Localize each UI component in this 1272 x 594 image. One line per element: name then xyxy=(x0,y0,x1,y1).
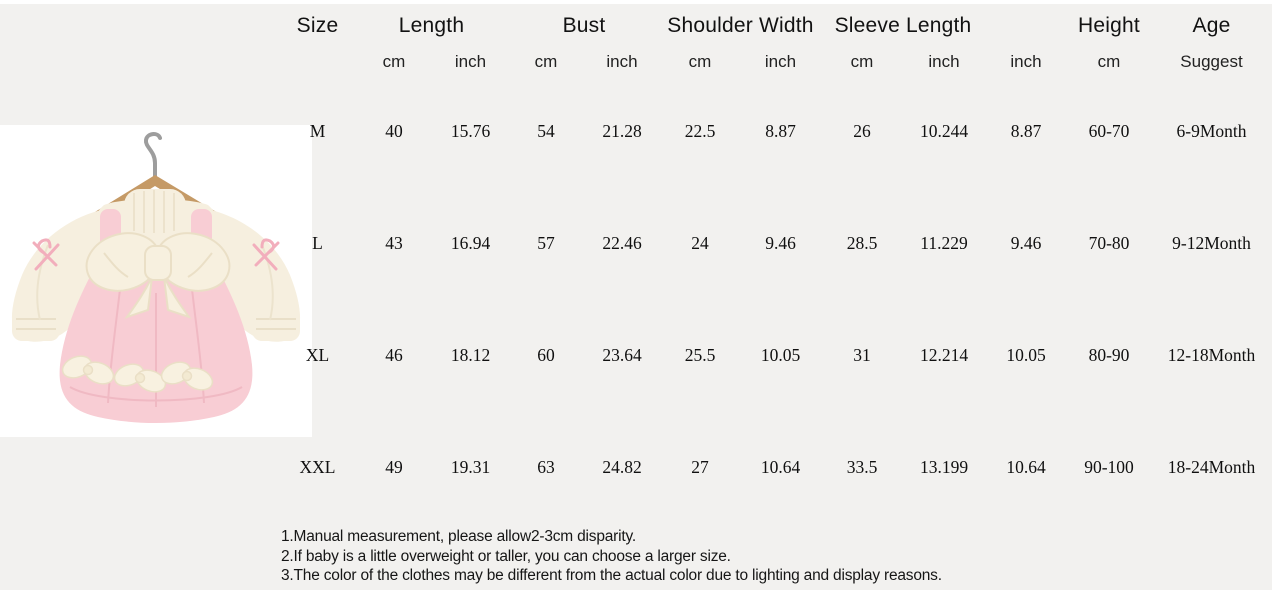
col-header-shoulder-width: Shoulder Width xyxy=(667,14,814,37)
unit-cell xyxy=(280,48,355,76)
col-header-height: Height xyxy=(1078,14,1140,37)
unit-cell: inch xyxy=(1010,52,1042,71)
value-cell: 10.64 xyxy=(760,456,801,477)
value-cell: 31 xyxy=(853,344,871,365)
col-header-blank xyxy=(985,8,1067,44)
value-cell: 12.214 xyxy=(919,344,969,365)
unit-cell: cm xyxy=(534,52,558,71)
dress-collar xyxy=(124,189,186,237)
value-cell: 6-9Month xyxy=(1176,120,1247,141)
value-cell: 16.94 xyxy=(450,232,491,253)
value-cell: 63 xyxy=(537,456,555,477)
value-cell: 24 xyxy=(691,232,709,253)
bottom-edge-strip xyxy=(0,590,1272,594)
value-cell: 9-12Month xyxy=(1172,232,1251,253)
value-cell: 90-100 xyxy=(1084,456,1134,477)
value-cell: 18.12 xyxy=(450,344,491,365)
table-row-xxl: XXL 49 19.31 63 24.82 27 10.64 33.5 13.1… xyxy=(280,411,1272,523)
col-header-bust: Bust xyxy=(562,14,606,37)
table-row-xl: XL 46 18.12 60 23.64 25.5 10.05 31 12.21… xyxy=(280,299,1272,411)
value-cell: 9.46 xyxy=(765,232,796,253)
table-body: M 40 15.76 54 21.28 22.5 8.87 26 10.244 … xyxy=(280,75,1272,523)
size-cell: M xyxy=(309,120,326,141)
value-cell: 25.5 xyxy=(684,344,716,365)
value-cell: 15.76 xyxy=(450,120,491,141)
product-photo xyxy=(0,125,312,437)
unit-cell: inch xyxy=(606,52,638,71)
value-cell: 10.64 xyxy=(1006,456,1046,477)
table-header-row: Size Length Bust Shoulder Width Sleeve L… xyxy=(280,8,1272,44)
value-cell: 46 xyxy=(385,344,403,365)
size-cell: L xyxy=(312,232,323,253)
value-cell: 19.31 xyxy=(450,456,491,477)
col-header-sleeve-length: Sleeve Length xyxy=(834,14,972,37)
value-cell: 49 xyxy=(385,456,403,477)
sleeve-ribbon-bows xyxy=(32,238,280,271)
table-units-row: cm inch cm inch cm inch cm inch inch cm … xyxy=(280,48,1272,76)
note-line-3: 3.The color of the clothes may be differ… xyxy=(281,567,942,585)
value-cell: 11.229 xyxy=(920,232,968,253)
value-cell: 70-80 xyxy=(1088,232,1130,253)
unit-cell: inch xyxy=(928,52,960,71)
value-cell: 60 xyxy=(537,344,555,365)
value-cell: 43 xyxy=(385,232,403,253)
value-cell: 8.87 xyxy=(1010,120,1042,141)
value-cell: 13.199 xyxy=(919,456,969,477)
unit-cell: inch xyxy=(454,52,487,71)
note-line-1: 1.Manual measurement, please allow2-3cm … xyxy=(281,528,636,545)
baby-dress-illustration xyxy=(0,125,312,437)
col-header-age: Age xyxy=(1192,14,1231,37)
unit-cell: cm xyxy=(688,52,712,71)
value-cell: 10.05 xyxy=(760,344,801,365)
note-line-2: 2.If baby is a little overweight or tall… xyxy=(281,547,731,565)
value-cell: 27 xyxy=(691,456,709,477)
unit-cell: inch xyxy=(764,52,797,71)
hem-bows xyxy=(61,355,214,393)
top-edge-strip xyxy=(0,0,1272,4)
value-cell: 33.5 xyxy=(846,456,878,477)
value-cell: 80-90 xyxy=(1088,344,1130,365)
unit-cell: cm xyxy=(850,52,874,71)
unit-cell: cm xyxy=(382,52,406,71)
value-cell: 23.64 xyxy=(602,344,642,365)
value-cell: 10.244 xyxy=(919,120,969,141)
value-cell: 22.46 xyxy=(602,232,642,253)
big-bow xyxy=(85,232,231,319)
value-cell: 12-18Month xyxy=(1167,344,1256,365)
value-cell: 57 xyxy=(537,232,555,253)
value-cell: 22.5 xyxy=(684,120,716,141)
value-cell: 28.5 xyxy=(846,232,878,253)
measurement-notes: 1.Manual measurement, please allow2-3cm … xyxy=(281,527,981,586)
value-cell: 40 xyxy=(385,120,403,141)
col-header-size: Size xyxy=(296,14,339,37)
value-cell: 21.28 xyxy=(602,120,642,141)
value-cell: 54 xyxy=(537,120,555,141)
unit-cell: cm xyxy=(1097,52,1121,71)
col-header-length: Length xyxy=(398,14,465,37)
value-cell: 26 xyxy=(853,120,871,141)
value-cell: 18-24Month xyxy=(1167,456,1256,477)
value-cell: 60-70 xyxy=(1088,120,1130,141)
value-cell: 24.82 xyxy=(602,456,642,477)
hanger-hook-icon xyxy=(143,132,162,183)
table-row-m: M 40 15.76 54 21.28 22.5 8.87 26 10.244 … xyxy=(280,75,1272,187)
size-cell: XXL xyxy=(299,456,336,477)
value-cell: 9.46 xyxy=(1010,232,1042,253)
value-cell: 8.87 xyxy=(765,120,796,141)
value-cell: 10.05 xyxy=(1006,344,1046,365)
size-cell: XL xyxy=(305,344,330,365)
unit-cell: Suggest xyxy=(1180,52,1243,71)
table-row-l: L 43 16.94 57 22.46 24 9.46 28.5 11.229 … xyxy=(280,187,1272,299)
